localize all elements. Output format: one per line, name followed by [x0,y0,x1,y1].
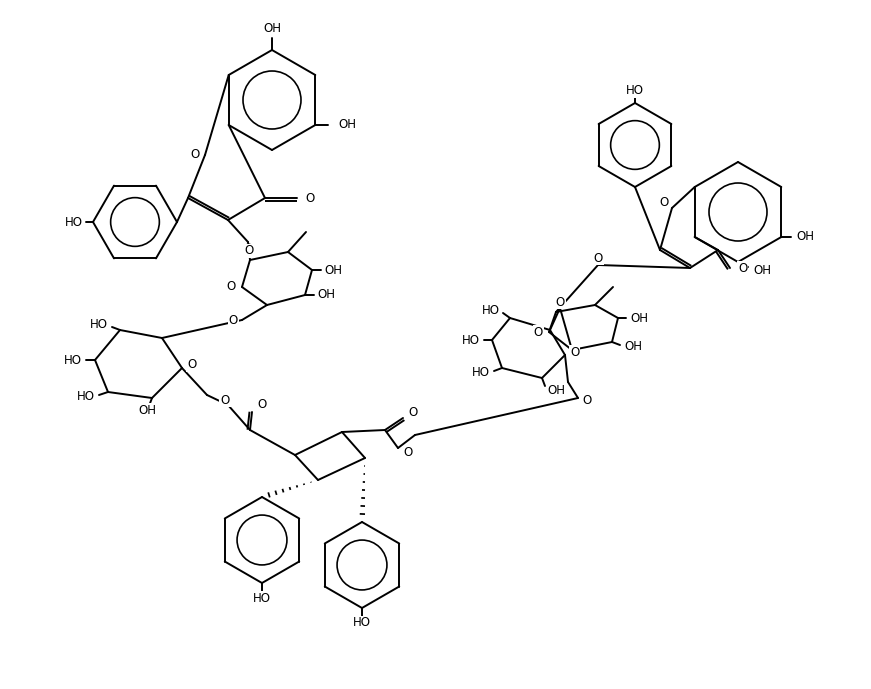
Text: HO: HO [462,333,480,347]
Text: O: O [738,262,747,274]
Text: OH: OH [624,340,642,353]
Text: O: O [245,245,253,258]
Text: O: O [220,393,230,407]
Text: O: O [534,325,543,338]
Text: HO: HO [253,591,271,604]
Text: O: O [556,296,564,309]
Text: OH: OH [753,263,771,276]
Text: HO: HO [65,216,83,229]
Text: O: O [593,251,603,265]
Text: OH: OH [630,311,648,325]
Text: O: O [226,280,236,294]
Text: HO: HO [64,353,82,367]
Text: O: O [257,398,267,411]
Text: OH: OH [324,263,342,276]
Text: OH: OH [317,289,335,302]
Text: O: O [403,446,412,460]
Text: HO: HO [626,85,644,98]
Text: O: O [582,395,591,407]
Text: HO: HO [77,391,95,404]
Text: OH: OH [263,21,281,34]
Text: O: O [191,149,200,161]
Text: OH: OH [547,384,565,396]
Text: HO: HO [353,617,371,630]
Text: O: O [229,313,238,327]
Text: HO: HO [90,318,108,331]
Text: O: O [305,192,314,205]
Text: OH: OH [338,119,356,132]
Text: OH: OH [796,231,814,243]
Text: HO: HO [482,303,500,316]
Text: O: O [659,196,669,209]
Text: OH: OH [138,404,156,416]
Text: O: O [187,358,196,371]
Text: HO: HO [472,367,490,380]
Text: O: O [570,345,579,358]
Text: O: O [408,407,417,420]
